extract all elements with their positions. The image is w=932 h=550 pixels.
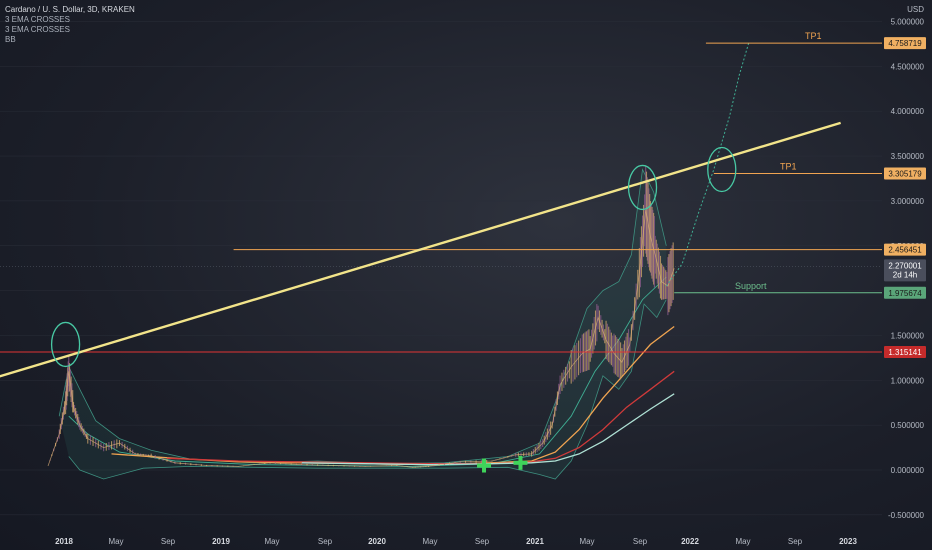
x-tick-label: May xyxy=(579,537,594,546)
highlight-circle-1 xyxy=(50,321,81,368)
x-tick-label: Sep xyxy=(633,537,648,546)
ema-line-1 xyxy=(111,325,675,466)
y-tick-label: 3.000000 xyxy=(891,197,925,206)
x-tick-label: 2022 xyxy=(681,537,699,546)
x-tick-label: Sep xyxy=(788,537,803,546)
x-tick-label: 2020 xyxy=(368,537,386,546)
y-tick-label: 4.500000 xyxy=(891,62,925,71)
x-tick-label: 2019 xyxy=(212,537,230,546)
level-annotation-4: Support xyxy=(735,281,767,291)
x-tick-label: 2018 xyxy=(55,537,73,546)
level-tag-4-text: 1.975674 xyxy=(888,289,922,298)
y-tick-label: 0.500000 xyxy=(891,421,925,430)
level-tag-5-text: 1.315141 xyxy=(888,348,922,357)
x-tick-label: 2021 xyxy=(526,537,544,546)
current-price-value: 2.270001 xyxy=(888,261,922,270)
x-tick-label: Sep xyxy=(318,537,333,546)
level-tag-2: 3.305179 xyxy=(884,167,926,180)
indicator-ema-1[interactable]: 3 EMA CROSSES xyxy=(5,15,70,24)
indicator-bb[interactable]: BB xyxy=(5,35,16,44)
y-tick-label: 4.000000 xyxy=(891,107,925,116)
level-tag-4: 1.975674 xyxy=(884,286,926,299)
projection-path xyxy=(665,42,750,287)
y-tick-label: 1.000000 xyxy=(891,376,925,385)
level-tag-2-bg xyxy=(884,167,926,180)
y-tick-label: 1.500000 xyxy=(891,331,925,340)
x-tick-label: May xyxy=(422,537,437,546)
cross-horizontal xyxy=(513,460,528,465)
x-axis: 2018 May Sep 2019 May Sep 2020 May Sep 2021 May Sep… xyxy=(55,537,857,546)
level-tag-3: 2.456451 xyxy=(884,243,926,256)
level-tag-2-text: 3.305179 xyxy=(888,170,922,179)
price-line xyxy=(47,209,675,468)
y-tick-label: 5.000000 xyxy=(891,18,925,27)
current-price-tag-bg xyxy=(884,259,926,282)
bb-band-fill xyxy=(59,169,667,479)
x-tick-label: 2023 xyxy=(839,537,857,546)
highlight-circle-2 xyxy=(627,164,658,211)
currency-label: USD xyxy=(907,5,924,14)
ema-line-3 xyxy=(301,393,675,466)
level-tag-1-bg xyxy=(884,37,926,50)
x-tick-label: May xyxy=(108,537,123,546)
symbol-title[interactable]: Cardano / U. S. Dollar, 3D, KRAKEN xyxy=(5,5,135,14)
cross-marker-1 xyxy=(477,458,492,473)
current-price-countdown: 2d 14h xyxy=(893,270,917,279)
bb-upper-line xyxy=(58,168,667,465)
indicator-ema-2[interactable]: 3 EMA CROSSES xyxy=(5,25,70,34)
level-annotation-2: TP1 xyxy=(780,162,797,172)
bb-lower-line xyxy=(68,299,667,480)
y-tick-label: -0.500000 xyxy=(888,511,925,520)
level-tag-3-text: 2.456451 xyxy=(888,246,922,255)
level-tag-4-bg xyxy=(884,286,926,299)
cross-horizontal xyxy=(477,463,492,468)
x-tick-label: Sep xyxy=(475,537,490,546)
trend-line xyxy=(0,121,841,378)
y-tick-label: 3.500000 xyxy=(891,152,925,161)
level-tag-3-bg xyxy=(884,243,926,256)
cross-marker-2 xyxy=(513,455,528,470)
x-tick-label: May xyxy=(735,537,750,546)
x-tick-label: Sep xyxy=(161,537,176,546)
ema-line-2 xyxy=(166,370,675,465)
highlight-circle-3 xyxy=(707,146,737,193)
level-tag-5-bg xyxy=(884,346,926,359)
level-annotation-1: TP1 xyxy=(805,31,822,41)
x-tick-label: May xyxy=(264,537,279,546)
chart-legend: Cardano / U. S. Dollar, 3D, KRAKEN 3 EMA… xyxy=(5,5,135,45)
level-tag-1: 4.758719 xyxy=(884,37,926,50)
level-tag-1-text: 4.758719 xyxy=(888,39,922,48)
y-tick-label: 0.000000 xyxy=(891,466,925,475)
level-tag-5: 1.315141 xyxy=(884,346,926,359)
